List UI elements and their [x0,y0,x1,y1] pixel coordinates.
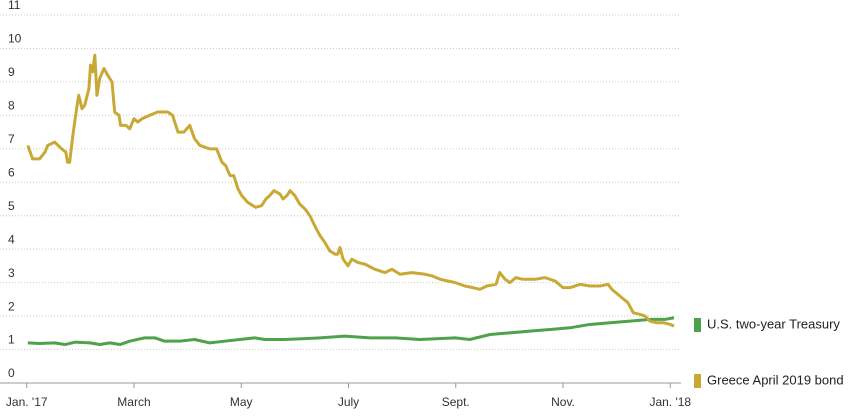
legend-label: U.S. two-year Treasury [707,316,840,331]
y-tick-label: 5 [8,199,15,213]
legend-swatch [694,318,701,332]
y-tick-label: 7 [8,132,15,146]
x-tick-label: July [338,395,359,409]
x-tick-label: Nov. [551,395,575,409]
x-tick-label: Jan. '17 [6,395,48,409]
series-line [26,53,675,328]
x-tick-label: March [117,395,150,409]
series-line [27,316,675,347]
y-tick-label: 8 [8,99,15,113]
y-tick-label: 3 [8,266,15,280]
x-tick-label: May [230,395,253,409]
y-tick-label: 4 [8,232,15,246]
y-tick-label: 11 [8,0,21,12]
legend-swatch [694,374,701,388]
x-tick-label: Jan. '18 [649,395,691,409]
y-tick-label: 9 [8,65,15,79]
y-tick-label: 1 [8,333,15,347]
legend-label: Greece April 2019 bond [707,372,844,387]
x-tick-label: Sept. [442,395,470,409]
y-tick-label: 0 [8,366,15,380]
y-tick-label: 6 [8,165,15,179]
y-tick-label: 2 [8,299,15,313]
y-tick-label: 10 [8,32,22,46]
